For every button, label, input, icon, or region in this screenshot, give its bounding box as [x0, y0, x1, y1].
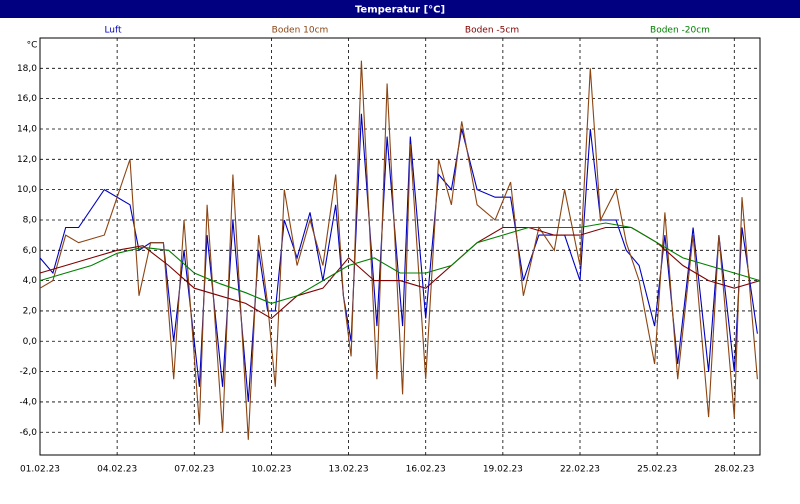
y-tick-label: -4,0	[19, 397, 37, 407]
x-tick-label: 28.02.23	[714, 465, 754, 475]
title-bar	[0, 0, 800, 18]
x-tick-label: 01.02.23	[20, 465, 60, 475]
series-line	[39, 222, 761, 304]
y-tick-label: 8,0	[23, 215, 38, 225]
x-tick-label: 25.02.23	[637, 465, 677, 475]
y-tick-label: 2,0	[23, 306, 38, 316]
x-tick-label: 13.02.23	[329, 465, 369, 475]
plot-area	[39, 37, 761, 456]
legend-entry: Luft	[104, 26, 122, 36]
y-unit: °C	[27, 41, 38, 51]
y-tick-label: 12,0	[17, 155, 37, 165]
y-tick-label: 4,0	[23, 276, 38, 286]
x-tick-label: 07.02.23	[174, 465, 214, 475]
y-tick-label: 18,0	[17, 64, 37, 74]
legend-entry: Boden -20cm	[650, 26, 710, 36]
series-line	[39, 60, 758, 440]
x-tick-label: 19.02.23	[483, 465, 523, 475]
y-tick-label: 6,0	[23, 246, 38, 256]
y-tick-label: -2,0	[19, 367, 37, 377]
y-tick-label: -6,0	[19, 428, 37, 438]
series-line	[39, 113, 758, 402]
legend-entry: Boden -5cm	[465, 26, 519, 36]
legend-entry: Boden 10cm	[272, 26, 329, 36]
y-tick-label: 0,0	[23, 337, 38, 347]
x-tick-label: 04.02.23	[97, 465, 137, 475]
y-tick-label: 16,0	[17, 94, 37, 104]
chart-title: Temperatur [°C]	[355, 5, 445, 16]
x-tick-label: 22.02.23	[560, 465, 600, 475]
x-tick-label: 10.02.23	[251, 465, 291, 475]
y-tick-label: 14,0	[17, 124, 37, 134]
y-tick-label: 10,0	[17, 185, 37, 195]
x-tick-label: 16.02.23	[406, 465, 446, 475]
